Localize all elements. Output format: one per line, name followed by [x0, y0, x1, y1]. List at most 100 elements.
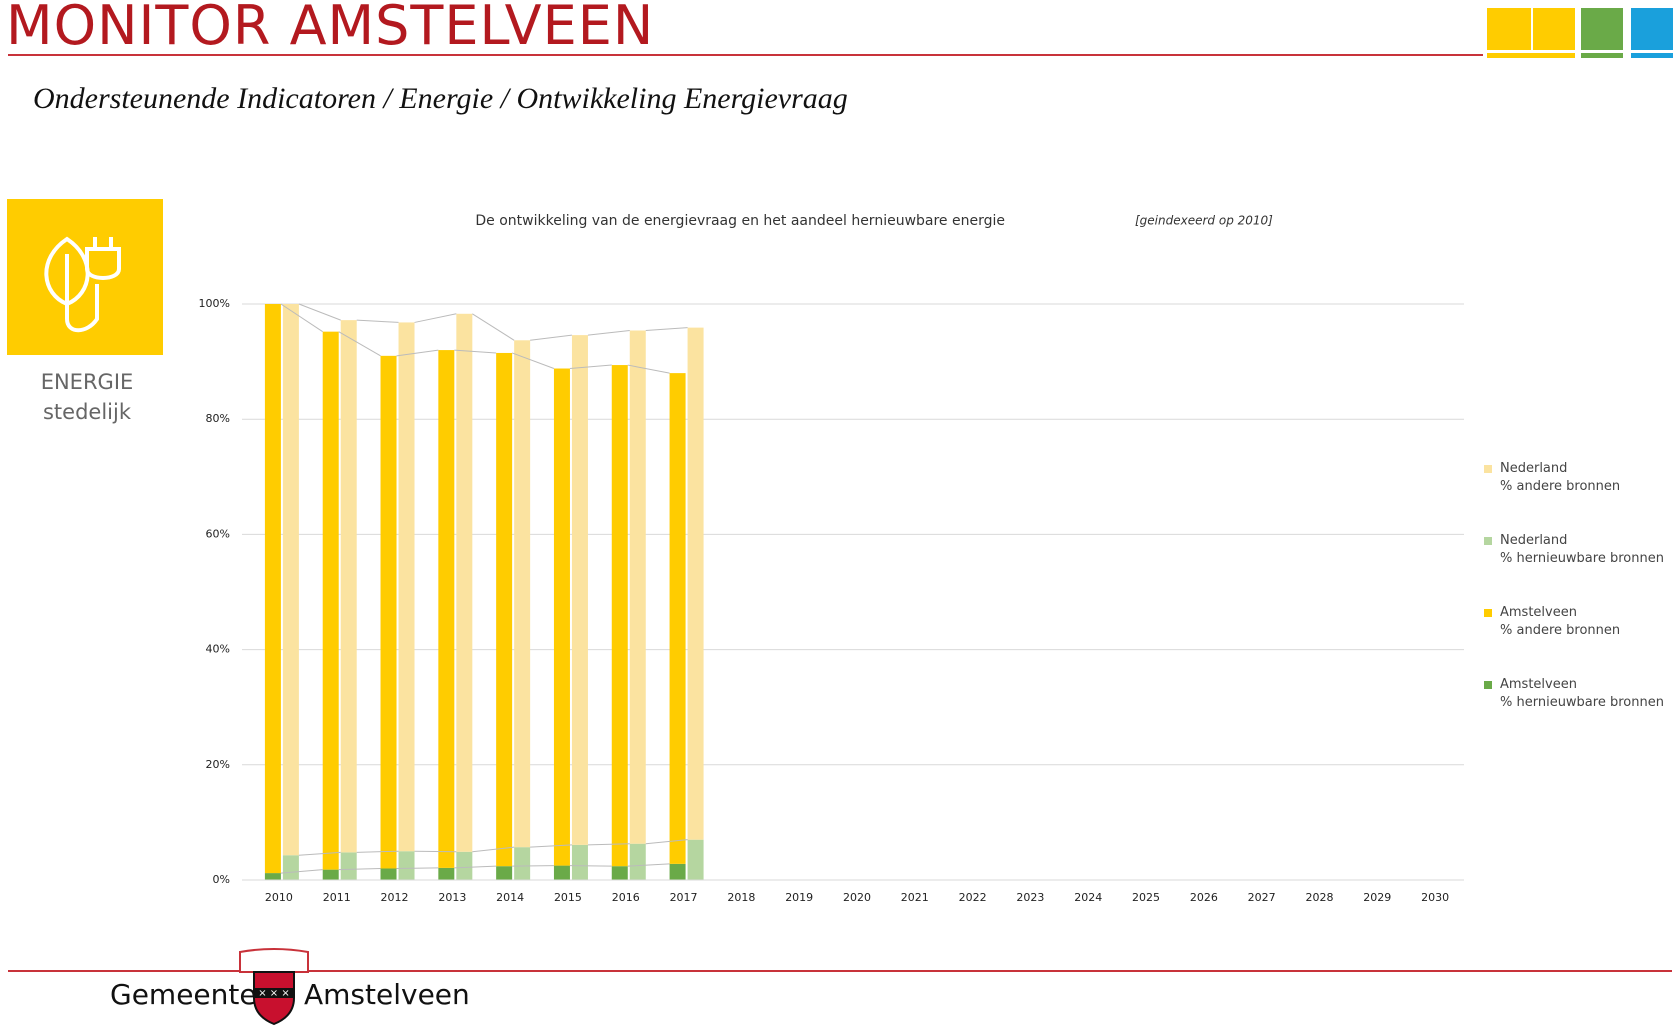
- connector: [280, 303, 323, 333]
- legend-entry: Nederland % hernieuwbare bronnen: [1484, 532, 1664, 568]
- x-tick-label: 2016: [612, 891, 640, 904]
- bar-segment: [687, 839, 704, 880]
- connector: [454, 349, 497, 354]
- bar-segment: [282, 855, 299, 880]
- bar-segment: [264, 304, 281, 874]
- connector: [298, 303, 341, 321]
- bar-segment: [669, 863, 686, 880]
- bar-segment: [380, 355, 397, 869]
- y-tick-label: 0%: [213, 873, 230, 886]
- x-tick-label: 2020: [843, 891, 871, 904]
- bar-segment: [571, 844, 588, 880]
- x-tick-label: 2021: [901, 891, 929, 904]
- bar-segment: [629, 843, 646, 880]
- y-tick-label: 80%: [206, 412, 230, 425]
- connector: [280, 869, 323, 874]
- connector: [627, 364, 670, 374]
- bar-segment: [456, 313, 473, 852]
- breadcrumb: Ondersteunende Indicatoren / Energie / O…: [33, 82, 848, 115]
- connector: [396, 349, 439, 357]
- bar-segment: [322, 331, 339, 870]
- bar-segment: [398, 322, 415, 852]
- connector: [472, 846, 515, 853]
- legend-swatch: [1484, 681, 1492, 689]
- connector: [356, 319, 399, 323]
- bar-segment: [456, 851, 473, 880]
- connector: [587, 329, 630, 336]
- x-tick-label: 2024: [1074, 891, 1102, 904]
- bar-segment: [322, 869, 339, 880]
- bar-segment: [687, 327, 704, 840]
- y-tick-label: 60%: [206, 527, 230, 540]
- bar-segment: [514, 340, 531, 848]
- chart: De ontwikkeling van de energievraag en h…: [199, 213, 1464, 904]
- energy-icon: [44, 236, 121, 333]
- connector: [530, 334, 573, 341]
- chart-title-note: [geindexeerd op 2010]: [1135, 214, 1273, 228]
- x-tick-label: 2018: [727, 891, 755, 904]
- connector: [511, 352, 555, 369]
- x-tick-label: 2017: [670, 891, 698, 904]
- connector: [338, 331, 381, 357]
- x-tick-label: 2030: [1421, 891, 1449, 904]
- bar-segment: [669, 373, 686, 864]
- x-tick-label: 2029: [1363, 891, 1391, 904]
- svg-text:× × ×: × × ×: [258, 988, 290, 999]
- bar-segment: [340, 320, 357, 853]
- title-rule: [8, 54, 1483, 56]
- x-tick-label: 2010: [265, 891, 293, 904]
- legend: Nederland % andere bronnen Nederland % he…: [1484, 460, 1674, 720]
- legend-entry: Amstelveen % andere bronnen: [1484, 604, 1620, 640]
- bar-segment: [496, 352, 513, 867]
- legend-swatch: [1484, 465, 1492, 473]
- footer-rule: [8, 970, 1672, 972]
- x-tick-label: 2022: [959, 891, 987, 904]
- icon-green: [1581, 8, 1623, 50]
- bar-segment: [611, 866, 628, 880]
- connector: [569, 364, 612, 370]
- legend-swatch: [1484, 609, 1492, 617]
- bar-segment: [264, 873, 281, 880]
- bar-segment: [514, 847, 531, 880]
- legend-label: Nederland % andere bronnen: [1500, 461, 1621, 494]
- connector: [645, 327, 688, 331]
- bar-segment: [282, 304, 299, 856]
- bar-segment: [438, 350, 455, 868]
- footer-left: Gemeente: [110, 978, 257, 1011]
- energy-tile: [7, 199, 163, 355]
- legend-entry: Amstelveen % hernieuwbare bronnen: [1484, 676, 1664, 712]
- connector: [569, 865, 612, 867]
- bar-segment: [571, 335, 588, 845]
- connector: [645, 839, 688, 845]
- icon-stripe: [1631, 53, 1673, 58]
- x-tick-label: 2015: [554, 891, 582, 904]
- x-tick-label: 2025: [1132, 891, 1160, 904]
- bar-segment: [629, 330, 646, 844]
- connector: [298, 851, 341, 856]
- x-tick-label: 2028: [1305, 891, 1333, 904]
- connector: [414, 850, 457, 853]
- icon-divider: [1531, 8, 1533, 50]
- y-tick-label: 100%: [199, 297, 230, 310]
- connector: [627, 863, 670, 867]
- legend-label: Amstelveen % andere bronnen: [1500, 605, 1621, 638]
- connector: [512, 865, 554, 867]
- logo-shield: × × ×: [239, 948, 309, 1026]
- bar-segment: [553, 368, 570, 866]
- tile-label: ENERGIE: [40, 370, 134, 394]
- x-tick-label: 2026: [1190, 891, 1218, 904]
- x-tick-label: 2023: [1016, 891, 1044, 904]
- connector: [530, 844, 572, 848]
- legend-label: Amstelveen % hernieuwbare bronnen: [1500, 677, 1664, 710]
- icon-stripe: [1581, 53, 1623, 58]
- connector: [356, 850, 399, 853]
- x-tick-label: 2014: [496, 891, 524, 904]
- icon-blue: [1631, 8, 1673, 50]
- bar-segment: [340, 852, 357, 880]
- legend-swatch: [1484, 537, 1492, 545]
- tile-sublabel: stedelijk: [42, 400, 131, 424]
- x-tick-label: 2027: [1248, 891, 1276, 904]
- y-tick-label: 20%: [206, 758, 230, 771]
- bar-segment: [553, 865, 570, 880]
